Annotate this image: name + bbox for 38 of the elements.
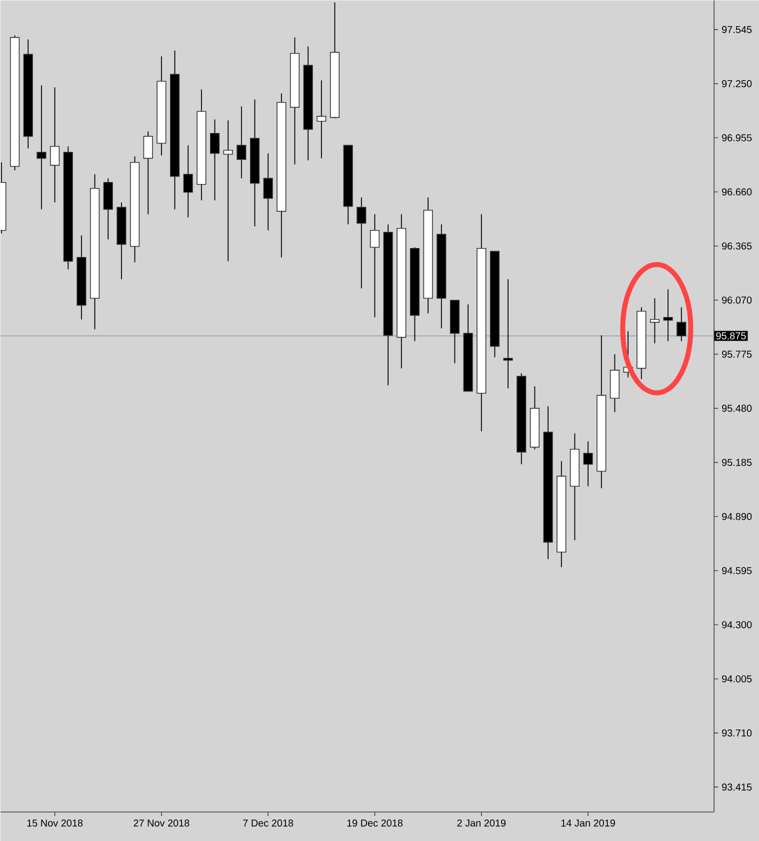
y-tick-label: 95.775: [722, 350, 752, 358]
y-tick-label: 96.955: [722, 134, 752, 142]
candlestick: [650, 298, 660, 344]
candlestick: [663, 288, 673, 342]
candlestick: [370, 214, 380, 318]
candlestick: [503, 278, 513, 389]
y-tick-label: 95.480: [722, 404, 752, 412]
ref-line-label: 95.875: [716, 332, 746, 340]
y-tick-label: 97.545: [722, 26, 752, 34]
y-tick-label: 94.595: [722, 567, 752, 574]
y-tick-label: 96.660: [722, 188, 752, 196]
candlestick: [236, 106, 246, 179]
y-tick-label: 97.250: [722, 80, 752, 88]
x-tick-label: 14 Jan 2019: [561, 820, 615, 827]
y-tick-label: 93.415: [722, 784, 752, 791]
y-tick-label: 93.710: [722, 729, 752, 736]
x-tick-label: 2 Jan 2019: [457, 820, 506, 827]
candlestick: [143, 130, 153, 215]
y-tick-label: 94.890: [722, 513, 752, 520]
x-tick-label: 27 Nov 2018: [134, 820, 190, 827]
y-tick-label: 96.070: [722, 296, 752, 304]
x-tick-label: 19 Dec 2018: [347, 820, 403, 827]
candlestick: [676, 306, 686, 342]
candlestick: [583, 440, 593, 487]
candlestick: [36, 84, 46, 210]
candlestick: [50, 86, 60, 203]
y-tick-label: 96.365: [722, 242, 752, 250]
candlestick: [223, 120, 233, 262]
y-tick-label: 95.185: [722, 458, 752, 466]
x-tick-label: 7 Dec 2018: [243, 820, 294, 827]
y-tick-label: 94.300: [722, 621, 752, 628]
candlestick: [356, 196, 366, 289]
candlestick: [183, 144, 193, 218]
y-tick-label: 94.005: [722, 675, 752, 682]
candlestick: [316, 80, 326, 159]
candlestick: [210, 118, 220, 201]
candlestick: [263, 152, 273, 231]
x-tick-label: 15 Nov 2018: [27, 820, 83, 827]
